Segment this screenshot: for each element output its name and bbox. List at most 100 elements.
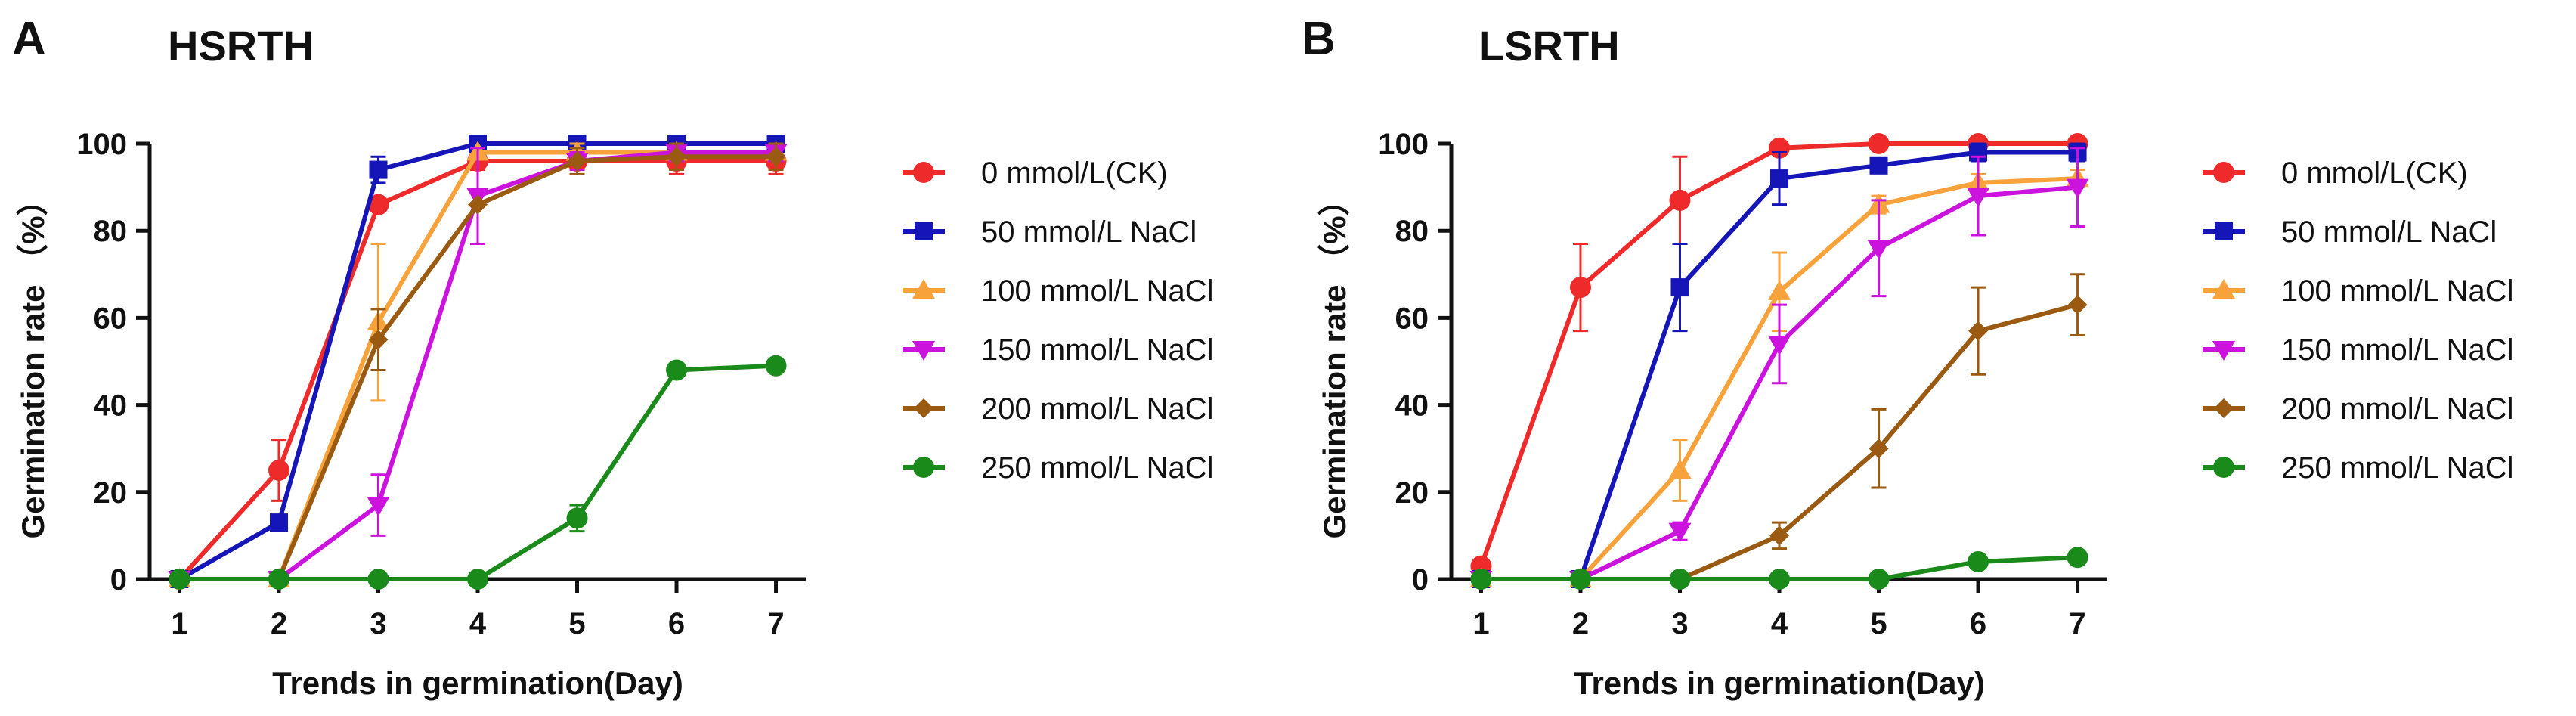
panel-b-data-point (1868, 133, 1890, 154)
panel-b-data-point (1968, 321, 1989, 341)
panel-b-xtick-1: 1 (1472, 607, 1489, 640)
panel-b-ytick-0: 0 (1412, 563, 1429, 597)
panel-b-legend-label-200: 200 mmol/L NaCl (2281, 392, 2514, 426)
panel-b-data-point (1768, 280, 1791, 300)
panel-b-ytick-40: 40 (1395, 389, 1429, 423)
panel-b-xtick-2: 2 (1572, 607, 1589, 640)
panel-a-title: HSRTH (168, 22, 314, 70)
panel-b-x-axis-title: Trends in germination(Day) (1574, 665, 1985, 701)
panel-a-data-point (268, 569, 289, 590)
panel-a-legend-swatch-marker (914, 398, 933, 418)
panel-b-data-point (1668, 459, 1692, 479)
panel-a-data-point (269, 513, 288, 532)
panel-b-legend-swatch-marker (2212, 341, 2235, 361)
panel-a-data-point (367, 497, 390, 517)
panel-a-data-point (566, 507, 588, 529)
panel-b-xtick-5: 5 (1870, 607, 1887, 640)
panel-b-data-point (1868, 569, 1890, 590)
panel-b-x-ticks: 1 2 3 4 5 6 7 (1472, 607, 2085, 640)
panel-a-x-ticks: 1 2 3 4 5 6 7 (171, 607, 784, 640)
panel-a-data-point (567, 151, 587, 172)
panel-b-xtick-4: 4 (1771, 607, 1788, 640)
panel-b-xtick-6: 6 (1970, 607, 1986, 640)
panel-a-legend-label-ck: 0 mmol/L(CK) (981, 157, 1168, 190)
panel-a-data-point (369, 160, 388, 179)
panel-b-legend-swatch-marker (2213, 162, 2234, 183)
panel-a-xtick-4: 4 (469, 607, 487, 640)
panel-a-xtick-1: 1 (171, 607, 187, 640)
panel-b-legend: 0 mmol/L(CK) 50 mmol/L NaCl 100 mmol/L N… (2203, 157, 2514, 485)
panel-b-data-point (1770, 169, 1788, 188)
panel-b-legend-swatch-marker (2212, 279, 2235, 299)
panel-b-data-point (1769, 525, 1789, 546)
panel-letter-b: B (1302, 13, 1336, 65)
panel-a-legend-label-200: 200 mmol/L NaCl (981, 392, 1214, 426)
panel-b-legend-swatch-marker (2215, 222, 2233, 240)
panel-a-y-axis-title: Germination rate （%） (15, 184, 51, 538)
panel-a-legend-swatch-marker (912, 279, 935, 299)
panel-b-xtick-3: 3 (1671, 607, 1688, 640)
panel-b-data-point (1768, 335, 1791, 355)
panel-b-y-axis-title: Germination rate （%） (1317, 184, 1352, 538)
panel-a-ytick-100: 100 (76, 128, 127, 161)
panel-b-data-point (1668, 522, 1692, 543)
panel-a-legend-swatch-marker (913, 162, 934, 183)
panel-b-xtick-7: 7 (2069, 607, 2085, 640)
panel-a-ytick-40: 40 (94, 389, 128, 423)
panel-a-ytick-80: 80 (94, 215, 128, 248)
panel-b-ytick-20: 20 (1395, 476, 1429, 510)
panel-a-legend: 0 mmol/L(CK) 50 mmol/L NaCl 100 mmol/L N… (903, 157, 1214, 485)
panel-a-data-point (666, 359, 688, 381)
panel-a-legend-label-100: 100 mmol/L NaCl (981, 274, 1214, 308)
panel-b-ytick-80: 80 (1395, 215, 1429, 248)
panel-b-legend-swatch-marker (2214, 398, 2234, 418)
panel-a-data-point (368, 330, 389, 350)
panel-a-data-point (766, 147, 786, 167)
panel-b-legend-label-50: 50 mmol/L NaCl (2281, 215, 2497, 249)
panel-a-data-point (467, 569, 488, 590)
panel-a-data-point (468, 194, 488, 215)
panel-b-legend-swatches (2203, 162, 2245, 478)
panel-a-xtick-2: 2 (271, 607, 287, 640)
panel-b-data-point (1669, 189, 1691, 211)
panel-b-legend-label-250: 250 mmol/L NaCl (2281, 451, 2514, 485)
panel-a-data-point (169, 569, 190, 590)
panel-a-xtick-3: 3 (370, 607, 386, 640)
panel-a-x-axis-title: Trends in germination(Day) (272, 665, 683, 701)
panel-a-data-point (367, 194, 389, 215)
panel-a-series-4 (169, 142, 786, 589)
panel-a-series-5 (169, 355, 787, 590)
panel-a-legend-swatch-marker (915, 222, 933, 240)
panel-b-axes (1438, 141, 2107, 593)
panel-b-legend-swatch-marker (2213, 457, 2234, 478)
panel-b-legend-label-150: 150 mmol/L NaCl (2281, 333, 2514, 367)
panel-a-legend-swatch-marker (913, 457, 934, 478)
panel-a-legend-swatch-marker (912, 341, 935, 361)
panel-b-legend-label-100: 100 mmol/L NaCl (2281, 274, 2514, 308)
panel-b-data-point (1968, 550, 1989, 572)
panel-a-data-point (765, 355, 787, 377)
panel-b-title: LSRTH (1478, 22, 1620, 70)
panel-a-data-point (667, 147, 687, 167)
panel-a-ytick-60: 60 (94, 302, 128, 335)
panel-a-data-point (367, 569, 389, 590)
panel-b-plot-area (1469, 133, 2089, 590)
panel-a-legend-label-50: 50 mmol/L NaCl (981, 215, 1197, 249)
panel-b-ytick-60: 60 (1395, 302, 1429, 335)
panel-b-data-point (2066, 178, 2089, 199)
panel-a: A HSRTH 1 2 3 4 5 6 7 0 20 40 60 80 100 … (12, 13, 1214, 701)
panel-b-data-point (1869, 439, 1889, 459)
panel-a-data-point (268, 460, 289, 481)
panel-b-data-point (1669, 569, 1691, 590)
panel-a-ytick-20: 20 (94, 476, 128, 510)
panel-a-legend-swatches (903, 162, 945, 478)
panel-b-data-point (1867, 240, 1890, 260)
panel-b-series-5 (1470, 547, 2088, 590)
panel-b-data-point (1569, 569, 1591, 590)
panel-letter-a: A (12, 13, 46, 65)
panel-b: B LSRTH 1 2 3 4 5 6 7 0 20 40 60 80 100 … (1302, 13, 2514, 701)
panel-a-xtick-5: 5 (568, 607, 585, 640)
panel-a-plot-area (168, 135, 788, 590)
panel-a-xtick-6: 6 (668, 607, 685, 640)
